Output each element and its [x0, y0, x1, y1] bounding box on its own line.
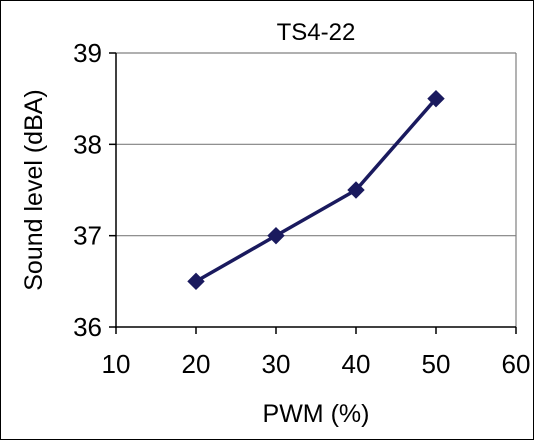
x-tick-label: 10: [102, 349, 131, 379]
series: [187, 89, 445, 291]
x-tick-label: 60: [502, 349, 531, 379]
y-tick-label: 39: [73, 38, 102, 68]
x-tick-label: 40: [342, 349, 371, 379]
axes: 36 37 38 39 10 20 30 40 50 60: [73, 38, 530, 379]
x-tick-label: 20: [182, 349, 211, 379]
series-line: [195, 97, 438, 283]
data-point-marker: [187, 272, 205, 291]
x-tick-label: 50: [422, 349, 451, 379]
x-tick-label: 30: [262, 349, 291, 379]
data-point-marker: [267, 226, 285, 245]
chart-title: TS4-22: [277, 19, 356, 46]
gridlines: [116, 52, 517, 327]
data-point-marker: [427, 89, 445, 108]
data-point-marker: [347, 181, 365, 199]
y-tick-label: 37: [73, 221, 102, 251]
y-tick-label: 36: [73, 312, 102, 342]
y-tick-label: 38: [73, 129, 102, 159]
y-axis-label: Sound level (dBA): [20, 89, 48, 291]
x-axis-label: PWM (%): [263, 400, 370, 428]
